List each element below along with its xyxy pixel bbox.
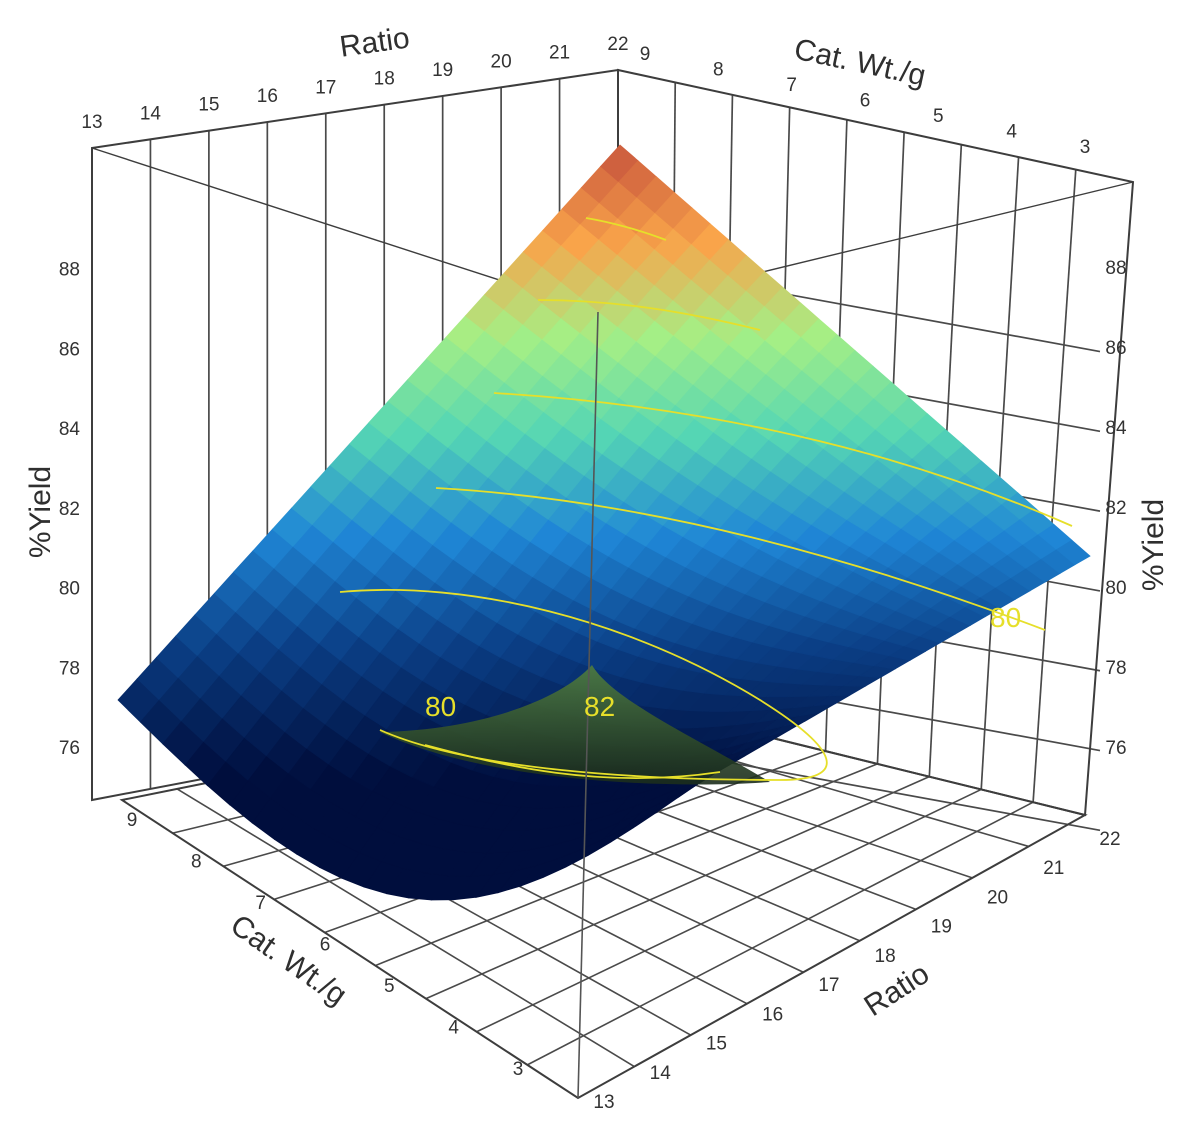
yield-tick-left: 80: [59, 579, 80, 600]
ratio-tick-bottom: 22: [1099, 829, 1120, 850]
yield-tick-left: 86: [59, 339, 80, 360]
ratio-tick-top: 21: [549, 43, 570, 64]
yield-tick-left: 84: [59, 419, 81, 440]
catwt-tick-bottom: 3: [513, 1059, 524, 1080]
contour-line: [424, 744, 721, 780]
contour-line: [435, 487, 1046, 631]
catwt-tick-bottom: 6: [320, 935, 331, 956]
contour-label-right: 80: [990, 602, 1021, 633]
ratio-tick-bottom: 21: [1043, 858, 1064, 879]
ratio-tick-bottom: 20: [987, 887, 1008, 908]
yield-tick-right: 84: [1105, 418, 1127, 439]
ratio-tick-bottom: 19: [931, 917, 952, 938]
yield-axis-title-right: %Yield: [1137, 499, 1170, 591]
catwt-tick-top: 3: [1080, 137, 1091, 158]
contour-line: [537, 299, 761, 331]
catwt-tick-top: 8: [713, 60, 724, 81]
floor-line-ratio: [176, 788, 635, 1068]
contour-line: [585, 217, 667, 241]
surface-valley-facet: [380, 665, 770, 785]
catwt-tick-top: 4: [1006, 122, 1017, 143]
catwt-tick-top: 7: [786, 75, 797, 96]
contour-lines: [339, 217, 1073, 781]
yield-tick-right: 80: [1105, 578, 1126, 599]
catwt-tick-top: 6: [860, 91, 871, 112]
ratio-tick-bottom: 15: [706, 1034, 727, 1055]
ratio-tick-bottom: 14: [650, 1063, 672, 1084]
ratio-tick-top: 15: [198, 95, 219, 116]
ratio-tick-top: 22: [607, 34, 628, 55]
ratio-tick-bottom: 17: [818, 975, 839, 996]
floor-line-catwt: [476, 788, 982, 1033]
ratio-tick-bottom: 16: [762, 1004, 783, 1025]
yield-tick-left: 76: [59, 738, 80, 759]
yield-axis-title-left: %Yield: [24, 466, 57, 558]
yield-tick-right: 78: [1105, 658, 1126, 679]
catwt-tick-top: 5: [933, 106, 944, 127]
ratio-tick-top: 14: [140, 103, 162, 124]
catwt-tick-bottom: 5: [384, 976, 395, 997]
front-vertical-edge: [577, 311, 599, 1099]
yield-tick-right: 76: [1105, 738, 1126, 759]
floor-line-catwt: [526, 801, 1034, 1066]
surface-patch: [1056, 539, 1091, 566]
yield-tick-right: 82: [1105, 498, 1126, 519]
catwt-axis-title-bottom: Cat. Wt./g: [224, 908, 352, 1012]
contour-label-left: 80: [425, 691, 456, 722]
ratio-tick-top: 20: [491, 51, 512, 72]
ratio-tick-top: 19: [432, 60, 453, 81]
ratio-tick-bottom: 18: [875, 946, 896, 967]
ratio-axis-title-bottom: Ratio: [858, 957, 935, 1023]
catwt-axis-title-top: Cat. Wt./g: [791, 33, 928, 93]
contour-line: [339, 589, 828, 781]
floor-line-catwt: [375, 763, 878, 967]
ratio-tick-top: 13: [81, 112, 102, 133]
catwt-tick-bottom: 4: [448, 1018, 459, 1039]
floor-line-catwt: [425, 775, 930, 1000]
right-wall-vline: [980, 157, 1020, 790]
response-surface: [117, 144, 1091, 901]
contour-line: [493, 392, 1073, 527]
catwt-tick-top: 9: [640, 44, 651, 65]
yield-tick-left: 82: [59, 499, 80, 520]
catwt-tick-bottom: 8: [191, 852, 202, 873]
ratio-tick-bottom: 13: [593, 1092, 614, 1113]
ratio-tick-top: 17: [315, 77, 336, 98]
contour-label-center: 82: [584, 691, 615, 722]
yield-tick-left: 78: [59, 658, 80, 679]
yield-tick-left: 88: [59, 260, 80, 281]
ratio-tick-top: 18: [374, 69, 395, 90]
tick-labels: 13 14 15 16 17 18 19 20 21 22 98765437678808284868…: [59, 34, 1127, 1113]
yield-tick-right: 88: [1105, 258, 1126, 279]
ratio-tick-top: 16: [257, 86, 278, 107]
catwt-tick-bottom: 9: [127, 810, 138, 831]
ratio-axis-title-top: Ratio: [338, 21, 412, 63]
catwt-tick-bottom: 7: [255, 893, 266, 914]
yield-tick-right: 86: [1105, 338, 1126, 359]
right-wall-vline: [1032, 169, 1077, 803]
